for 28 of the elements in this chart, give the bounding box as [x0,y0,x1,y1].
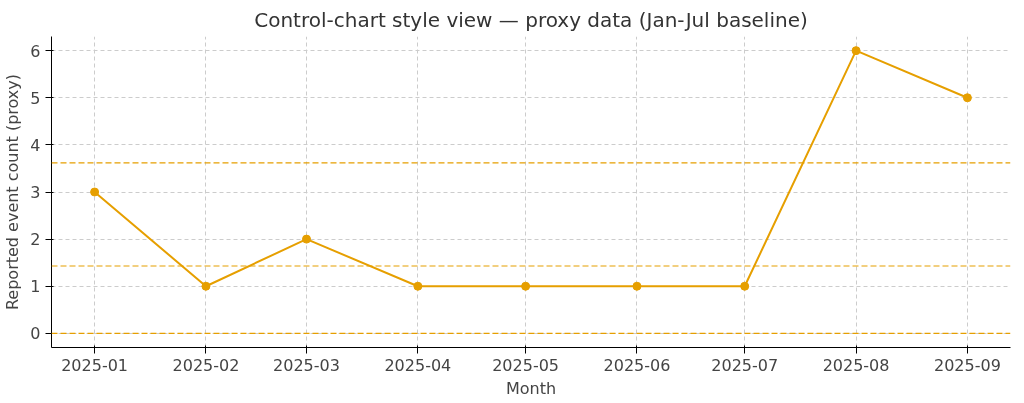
y-tick-label: 3 [30,183,41,202]
point [201,281,211,291]
y-tick-label: 6 [30,41,41,61]
x-tick-label: 2025-05 [492,355,560,375]
point [413,281,423,291]
y-tick-label: 1 [30,277,41,297]
x-tick-label: 2025-03 [273,355,340,375]
x-tick-label: 2025-07 [711,355,779,375]
x-tick-label: 2025-02 [172,355,240,375]
y-tick-label: 5 [30,88,41,108]
x-tick-label: 2025-09 [933,355,1001,375]
point [90,187,100,197]
point [962,93,972,103]
y-tick-label: 0 [30,324,41,344]
x-axis-title: Month [505,378,557,398]
point [851,46,861,56]
point [302,234,312,244]
chart-title: Control-chart style view — proxy data (Jan-Jul baseline) [254,7,808,32]
y-tick-label: 4 [30,135,41,155]
x-tick-label: 2025-06 [603,355,671,375]
x-tick-label: 2025-01 [61,355,129,375]
x-tick-label: 2025-04 [384,355,452,375]
point [740,281,750,291]
y-tick-label: 2 [30,230,41,250]
y-axis-title: Reported event count (proxy) [3,73,23,311]
point [521,281,531,291]
x-tick-label: 2025-08 [822,355,890,375]
point [632,281,642,291]
